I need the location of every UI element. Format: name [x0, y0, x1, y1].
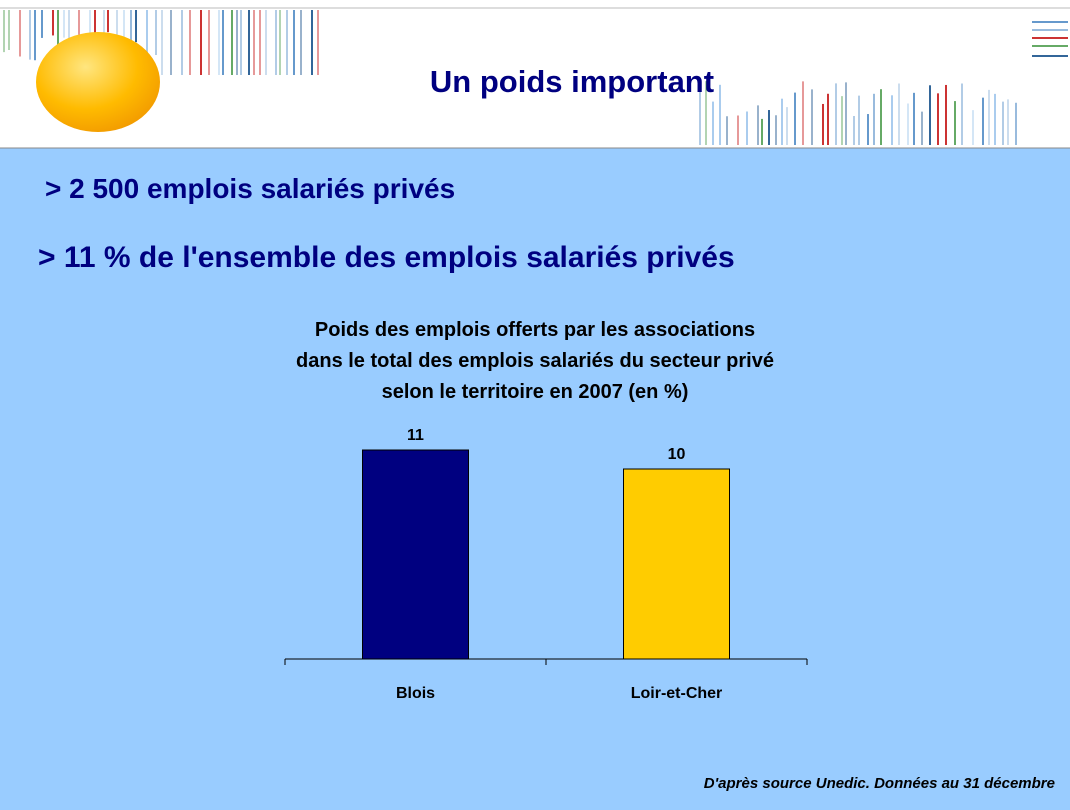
bar [623, 468, 730, 660]
value-label: 11 [407, 427, 424, 444]
x-tick-label: Loir-et-Cher [631, 685, 723, 702]
chart-title: selon le territoire en 2007 (en %) [382, 381, 689, 403]
bar [362, 449, 469, 660]
chart-title: dans le total des emplois salariés du se… [296, 350, 774, 372]
slide-title: Un poids important [430, 64, 714, 99]
chart-title: Poids des emplois offerts par les associ… [315, 319, 755, 341]
orange-sphere [36, 32, 160, 132]
chart: Poids des emplois offerts par les associ… [284, 319, 808, 702]
value-label: 10 [668, 446, 686, 463]
source-note: D'après source Unedic. Données au 31 déc… [704, 775, 1055, 792]
bullet: > 11 % de l'ensemble des emplois salarié… [38, 241, 735, 274]
content-background [0, 148, 1070, 810]
x-tick-label: Blois [396, 685, 435, 702]
bullet: > 2 500 emplois salariés privés [45, 173, 455, 204]
